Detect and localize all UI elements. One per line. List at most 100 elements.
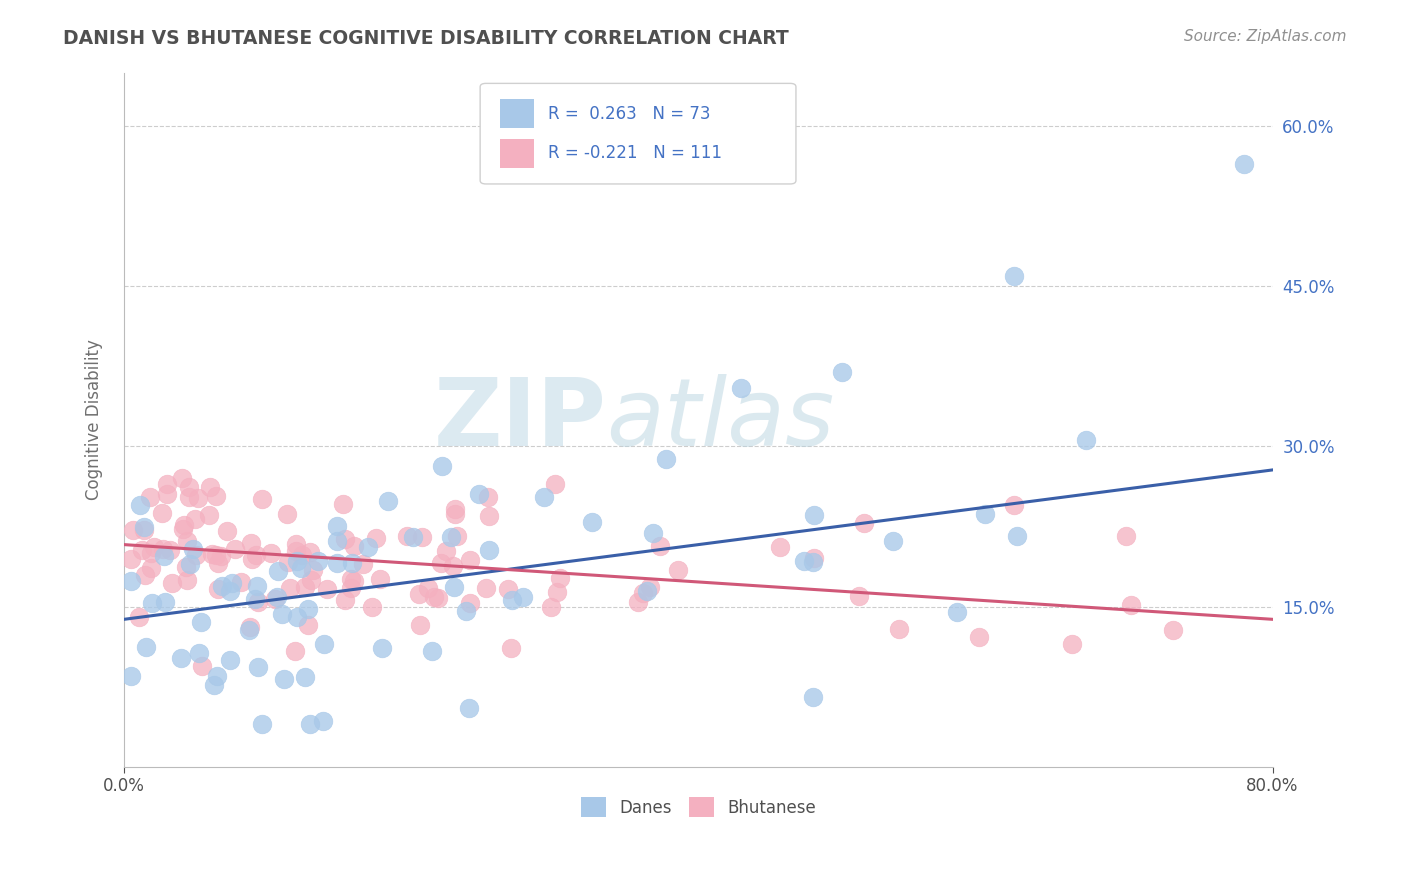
Point bbox=[156, 487, 179, 501]
Point bbox=[1002, 268, 1025, 283]
Point bbox=[177, 480, 200, 494]
Point bbox=[278, 581, 301, 595]
Point bbox=[581, 515, 603, 529]
Point bbox=[170, 471, 193, 485]
Point bbox=[316, 582, 339, 596]
Point bbox=[174, 559, 197, 574]
Point bbox=[446, 529, 468, 543]
Point bbox=[172, 522, 194, 536]
Point bbox=[368, 573, 391, 587]
Point bbox=[207, 556, 229, 570]
Point bbox=[128, 610, 150, 624]
Point bbox=[176, 573, 198, 587]
Point bbox=[655, 452, 678, 467]
Point bbox=[260, 546, 283, 560]
Point bbox=[285, 610, 308, 624]
Point bbox=[245, 548, 267, 562]
Point bbox=[229, 575, 252, 590]
Point bbox=[343, 539, 366, 553]
Point bbox=[501, 593, 523, 607]
Point bbox=[120, 574, 142, 589]
Point bbox=[200, 480, 222, 494]
Point bbox=[443, 507, 465, 521]
Point bbox=[361, 599, 384, 614]
Point bbox=[499, 640, 522, 655]
Point bbox=[544, 476, 567, 491]
Point bbox=[416, 581, 439, 595]
Point bbox=[1002, 498, 1025, 512]
Point bbox=[132, 520, 155, 534]
Point bbox=[135, 640, 157, 654]
Point bbox=[299, 717, 322, 731]
Point bbox=[132, 523, 155, 537]
Point bbox=[246, 595, 269, 609]
Point bbox=[339, 581, 361, 595]
Y-axis label: Cognitive Disability: Cognitive Disability bbox=[86, 339, 103, 500]
Point bbox=[335, 533, 357, 547]
Point bbox=[197, 508, 219, 522]
Point bbox=[141, 596, 163, 610]
Point bbox=[831, 365, 853, 379]
Point bbox=[423, 590, 446, 604]
Point bbox=[273, 672, 295, 686]
Point bbox=[1233, 156, 1256, 170]
Point bbox=[284, 644, 307, 658]
Point bbox=[131, 542, 153, 557]
FancyBboxPatch shape bbox=[479, 83, 796, 184]
Point bbox=[238, 624, 260, 638]
Point bbox=[498, 582, 520, 597]
Point bbox=[202, 678, 225, 692]
Point bbox=[641, 526, 664, 541]
Point bbox=[801, 690, 824, 705]
Point bbox=[801, 555, 824, 569]
Point bbox=[187, 491, 209, 506]
Point bbox=[221, 576, 243, 591]
Point bbox=[395, 529, 418, 543]
Point bbox=[266, 591, 288, 605]
Point bbox=[128, 498, 150, 512]
Text: DANISH VS BHUTANESE COGNITIVE DISABILITY CORRELATION CHART: DANISH VS BHUTANESE COGNITIVE DISABILITY… bbox=[63, 29, 789, 47]
Point bbox=[224, 541, 246, 556]
Point bbox=[332, 497, 354, 511]
Point bbox=[243, 591, 266, 606]
Point bbox=[803, 508, 825, 522]
Point bbox=[364, 531, 387, 545]
Point bbox=[408, 587, 430, 601]
Point bbox=[153, 595, 176, 609]
Point bbox=[250, 717, 273, 731]
Point bbox=[477, 490, 499, 504]
Point bbox=[889, 622, 911, 636]
Point bbox=[152, 541, 174, 556]
Point bbox=[246, 579, 269, 593]
Point bbox=[150, 506, 173, 520]
Point bbox=[430, 458, 453, 473]
Point bbox=[882, 534, 904, 549]
Point bbox=[342, 556, 364, 570]
Point bbox=[967, 630, 990, 644]
Point bbox=[160, 576, 183, 591]
Point bbox=[204, 489, 226, 503]
Point bbox=[276, 507, 298, 521]
Point bbox=[343, 574, 366, 588]
Point bbox=[638, 581, 661, 595]
Point bbox=[297, 602, 319, 616]
Point bbox=[159, 542, 181, 557]
Point bbox=[188, 646, 211, 660]
Point bbox=[456, 604, 478, 618]
Point bbox=[239, 620, 262, 634]
Point bbox=[439, 530, 461, 544]
Point bbox=[201, 547, 224, 561]
Point bbox=[325, 557, 347, 571]
Point bbox=[142, 540, 165, 554]
Point bbox=[294, 580, 316, 594]
Point bbox=[441, 558, 464, 573]
Point bbox=[478, 542, 501, 557]
Text: R =  0.263   N = 73: R = 0.263 N = 73 bbox=[548, 105, 710, 123]
Point bbox=[307, 554, 329, 568]
Point bbox=[1060, 637, 1083, 651]
Point bbox=[191, 659, 214, 673]
Point bbox=[458, 596, 481, 610]
Point bbox=[803, 550, 825, 565]
Point bbox=[141, 561, 163, 575]
Point bbox=[291, 549, 314, 563]
